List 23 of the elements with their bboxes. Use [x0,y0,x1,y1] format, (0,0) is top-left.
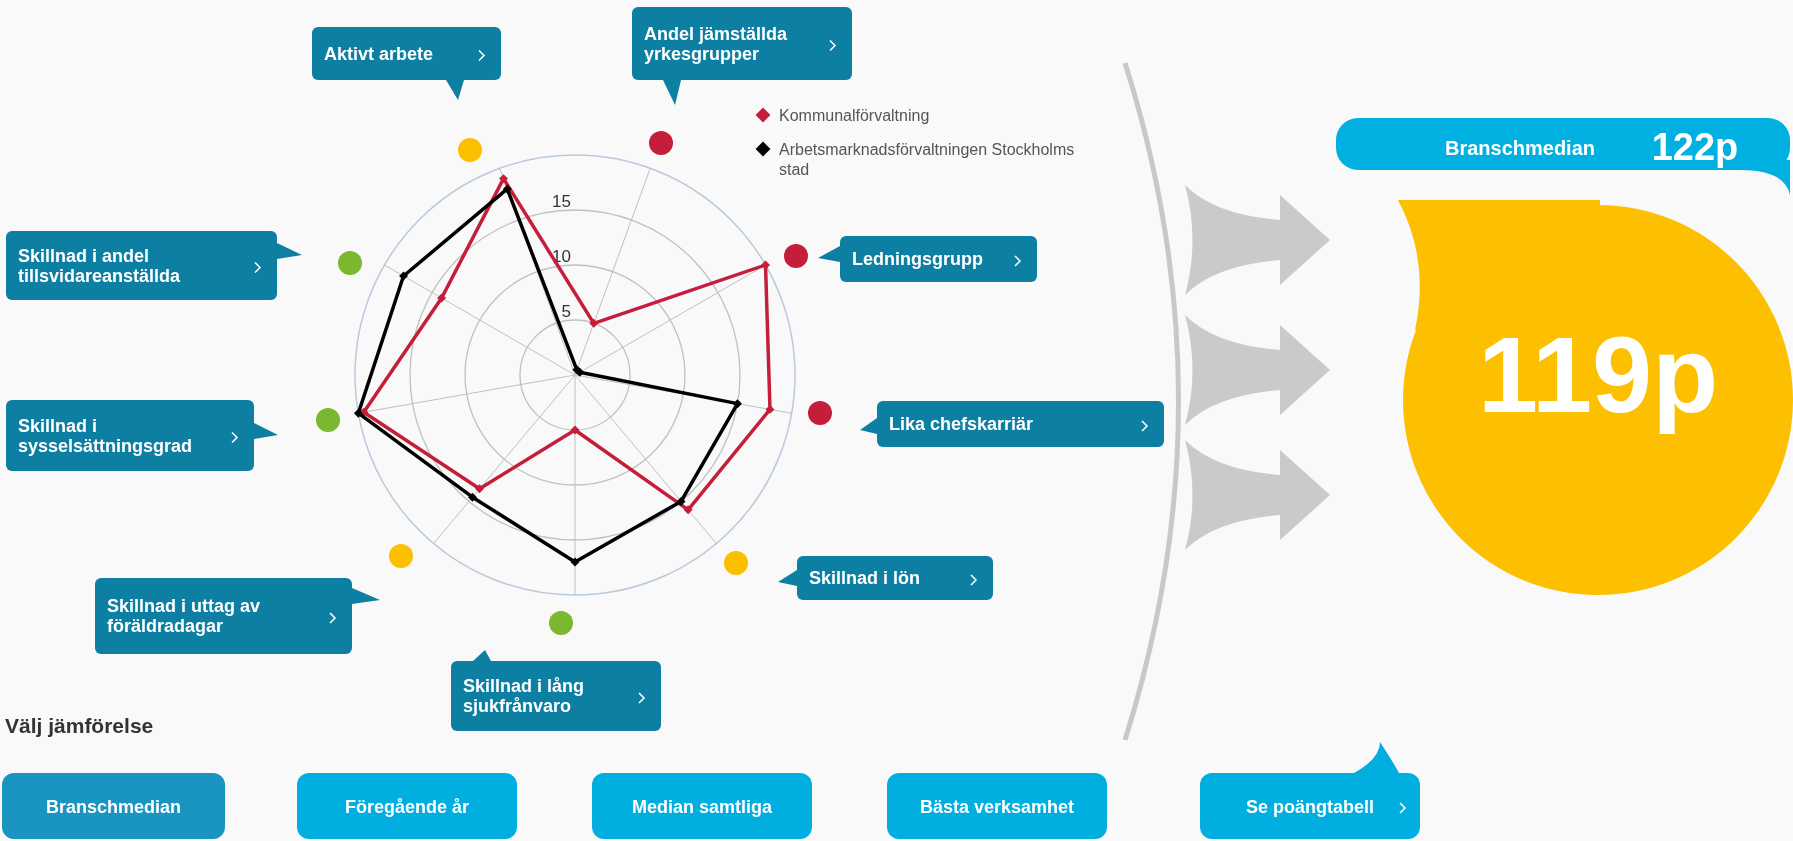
spoke-label: Andel jämställda yrkesgrupper [644,23,789,64]
spoke-label: Skillnad i uttag av föräldradagar [107,596,261,636]
spoke-label: Skillnad i andel tillsvidareanställda [18,245,182,286]
text: 119p [1477,314,1719,435]
legend-label: Arbetsmarknadsförvaltningen Stockholms stad [779,141,1075,178]
y-tick-label: 5 [561,302,571,321]
spoke-label: Skillnad i sysselsättningsgrad [18,415,193,456]
text: Föregående år [344,797,470,817]
text: Bästa verksamhet [919,797,1075,817]
y-tick-label: 10 [552,247,571,266]
text: Välj jämförelse [5,714,154,737]
text: Se poängtabell [1245,797,1375,817]
spoke-label: Aktivt arbete [324,43,434,64]
y-tick-label: 15 [552,192,571,211]
spoke-label: Lika chefskarriär [889,414,1034,434]
spoke-label: Ledningsgrupp [852,249,983,269]
text: Branschmedian [45,797,182,817]
text: Median samtliga [631,797,773,817]
text: 122p [1651,126,1739,168]
spoke-label: Skillnad i lön [809,568,921,588]
spoke-label: Skillnad i lång sjukfrånvaro [463,676,585,716]
text: Branschmedian [1444,137,1596,159]
legend-label: Kommunalförvaltning [779,107,930,124]
